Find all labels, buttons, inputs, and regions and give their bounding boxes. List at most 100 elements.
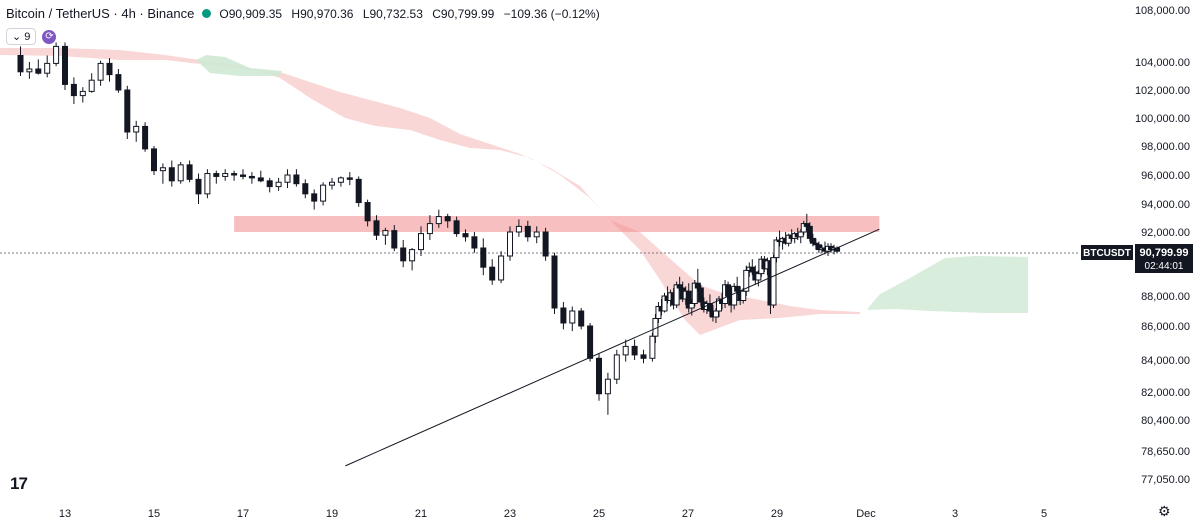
candle-body <box>587 325 594 359</box>
candle-body <box>706 303 713 312</box>
candle-body <box>355 178 362 204</box>
gear-icon[interactable]: ⚙ <box>1158 503 1171 519</box>
candle <box>62 42 68 90</box>
candle <box>604 372 611 415</box>
candle <box>749 259 756 276</box>
candle <box>661 292 668 313</box>
candle-body <box>159 167 166 172</box>
candle <box>809 233 816 247</box>
indicator-collapse-button[interactable]: ⌄ 9 <box>6 28 37 45</box>
sync-icon[interactable]: ⟳ <box>42 29 57 44</box>
candle <box>797 229 804 244</box>
ohlc-open: O90,909.35 <box>219 6 283 21</box>
candle <box>320 182 327 206</box>
candle-body <box>453 220 460 235</box>
candle-body <box>712 310 719 318</box>
candle <box>168 160 175 187</box>
y-tick-label: 80,400.00 <box>1141 415 1190 427</box>
x-tick-label: 13 <box>59 508 71 520</box>
candle <box>731 283 738 310</box>
candle <box>803 213 810 231</box>
candle <box>231 170 238 181</box>
candle <box>507 226 513 261</box>
candle-body <box>685 290 692 309</box>
symbol-title[interactable]: Bitcoin / TetherUS · 4h · Binance <box>6 6 195 21</box>
candle-body <box>222 173 229 177</box>
candle <box>740 288 747 304</box>
candle-body <box>79 90 86 97</box>
candle-body <box>740 290 747 302</box>
candle <box>293 169 300 187</box>
candle <box>240 169 246 180</box>
candle <box>195 173 202 204</box>
candle-body <box>17 55 24 73</box>
candle-body <box>694 282 701 289</box>
candle-body <box>142 125 149 150</box>
time-axis[interactable]: 13 15 17 19 21 23 25 27 29 Dec 3 5 <box>59 508 1047 520</box>
resistance-zone-rect <box>234 216 880 232</box>
candle <box>673 281 680 308</box>
candle-body <box>731 285 738 306</box>
candle-body <box>418 233 424 251</box>
candle <box>409 248 416 271</box>
candle-body <box>515 225 522 233</box>
candle-body <box>364 202 371 222</box>
candle <box>734 276 741 295</box>
tradingview-logo[interactable]: 17 <box>10 474 28 493</box>
symbol-tag: BTCUSDT <box>1083 248 1131 259</box>
candle-body <box>697 287 704 303</box>
candle-body <box>640 354 647 359</box>
candle <box>489 259 496 285</box>
y-tick-label: 88,000.00 <box>1141 291 1190 303</box>
legend-header: Bitcoin / TetherUS · 4h · Binance O90,90… <box>6 6 606 21</box>
market-status-dot <box>202 9 212 18</box>
price-axis[interactable]: 108,000.00 104,000.00 102,000.00 100,000.00… <box>1135 5 1190 486</box>
candle <box>815 241 822 253</box>
x-tick-label: 21 <box>415 508 427 520</box>
candle <box>186 160 193 183</box>
candles <box>17 42 841 415</box>
candle <box>346 172 353 186</box>
candle-body <box>337 177 344 183</box>
candle-body <box>329 181 335 186</box>
candle-body <box>569 310 576 324</box>
candle-body <box>248 175 255 179</box>
candle-body <box>815 244 822 251</box>
candle <box>79 87 86 103</box>
candle <box>426 215 433 240</box>
candle <box>177 161 184 184</box>
candle-body <box>231 173 238 176</box>
candle <box>471 232 478 253</box>
candle <box>151 146 157 175</box>
candle <box>694 268 701 292</box>
candle-body <box>471 236 478 249</box>
candle-body <box>426 223 433 235</box>
candle-body <box>409 249 416 262</box>
candle-body <box>716 298 723 312</box>
ohlc-high: H90,970.36 <box>291 6 354 21</box>
candle-body <box>489 266 496 281</box>
candle-body <box>302 183 309 195</box>
candle-body <box>743 269 750 292</box>
price-tag-bg <box>1135 244 1193 273</box>
candle-body <box>124 89 131 133</box>
candle-body <box>53 45 60 64</box>
candle <box>755 270 762 287</box>
ichimoku-cloud <box>0 48 1028 335</box>
candle-body <box>186 164 193 180</box>
candle-body <box>240 174 246 177</box>
candle <box>697 284 704 307</box>
candle-body <box>578 310 585 327</box>
ascending-trendline[interactable] <box>345 228 880 467</box>
symbol-tag-bg <box>1081 245 1133 260</box>
candle-body <box>284 174 291 183</box>
candle <box>17 46 24 76</box>
candle-body <box>115 74 122 91</box>
y-tick-label: 92,000.00 <box>1141 227 1190 239</box>
candle-body <box>551 255 558 309</box>
candle <box>106 58 113 82</box>
candle <box>284 169 291 189</box>
x-tick-label: Dec <box>856 508 876 520</box>
x-tick-label: 5 <box>1041 508 1047 520</box>
